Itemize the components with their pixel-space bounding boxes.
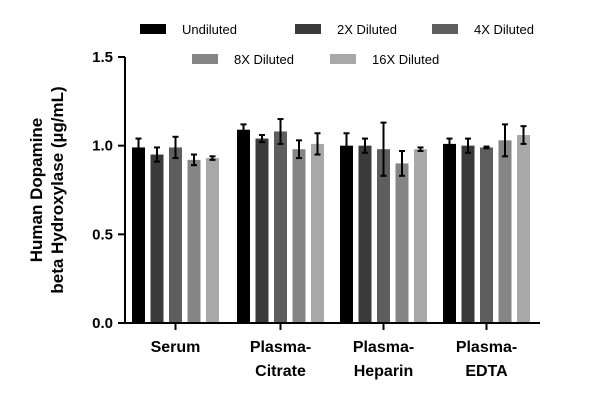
legend-swatch	[330, 54, 356, 64]
bar	[311, 143, 324, 323]
bar	[169, 147, 182, 323]
bar	[292, 149, 306, 323]
y-axis-label: Human Dopamine beta Hydroxylase (µg/mL)	[27, 86, 67, 293]
bars	[132, 118, 530, 323]
legend-swatch	[140, 24, 166, 34]
x-category-label: Plasma-	[250, 339, 311, 356]
bar	[206, 158, 219, 323]
y-tick-label: 0.0	[92, 315, 113, 332]
y-tick-label: 1.5	[92, 49, 113, 66]
legend: Undiluted 2X Diluted 4X Diluted 8X Diluted 1…	[140, 22, 534, 67]
bar	[187, 159, 201, 323]
y-tick-label: 0.5	[92, 226, 113, 243]
y-axis-label-line: beta Hydroxylase (µg/mL)	[48, 86, 67, 293]
legend-label: Undiluted	[182, 22, 237, 37]
bar	[255, 138, 269, 323]
legend-label: 4X Diluted	[474, 22, 534, 37]
x-axis: Serum Plasma- Citrate Plasma- Heparin Plasma-…	[125, 322, 540, 380]
x-category-label: EDTA	[465, 363, 508, 380]
y-tick-label: 1.0	[92, 138, 113, 155]
legend-label: 16X Diluted	[372, 52, 439, 67]
bar	[132, 147, 145, 323]
x-category-label: Plasma-	[456, 339, 517, 356]
bar	[237, 129, 250, 323]
legend-swatch	[295, 24, 321, 34]
x-category-label: Heparin	[354, 363, 414, 380]
bar	[340, 145, 353, 323]
bar	[480, 147, 493, 323]
legend-swatch	[192, 54, 218, 64]
legend-label: 8X Diluted	[234, 52, 294, 67]
x-category-label: Plasma-	[353, 339, 414, 356]
bar	[395, 163, 409, 323]
legend-label: 2X Diluted	[337, 22, 397, 37]
x-category-label: Serum	[151, 339, 201, 356]
bar	[443, 143, 456, 323]
bar	[414, 149, 427, 323]
bar	[461, 145, 475, 323]
bar	[358, 145, 372, 323]
y-axis-label-line: Human Dopamine	[27, 118, 46, 263]
x-category-label: Citrate	[255, 363, 306, 380]
bar	[150, 154, 164, 323]
bar	[498, 140, 512, 323]
bar	[517, 135, 530, 323]
bar	[274, 131, 287, 323]
y-axis: 0.0 0.5 1.0 1.5	[92, 49, 126, 332]
bar	[377, 149, 390, 323]
legend-swatch	[432, 24, 458, 34]
